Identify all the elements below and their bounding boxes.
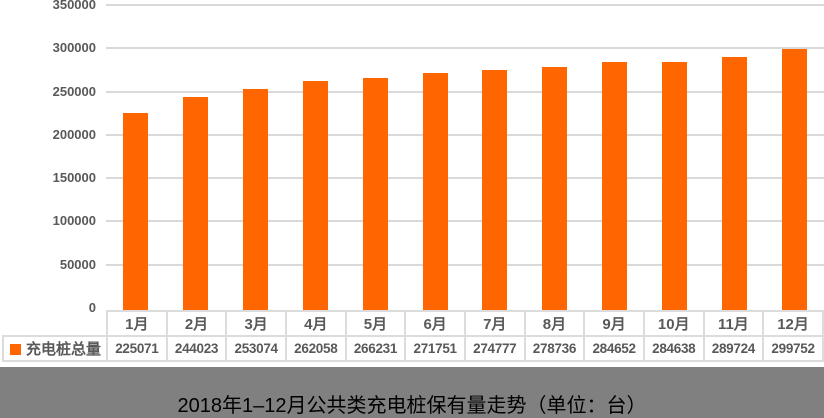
legend-label: 充电桩总量 [26,341,102,358]
gridline [106,90,824,93]
y-axis: 0 50000 100000 150000 200000 250000 300000 3500… [0,0,96,322]
title-band: 2018年1–12月公共类充电桩保有量走势（单位：台） [0,367,824,418]
month-cell: 9月 [583,310,645,337]
table-spacer-cell [3,311,107,336]
value-cell: 253074 [225,335,287,362]
month-cell: 4月 [284,310,347,337]
y-tick-label: 250000 [52,83,96,99]
bar-1月 [123,113,149,310]
legend-color-swatch [10,344,21,355]
gridline [106,133,824,136]
y-tick-label: 350000 [52,0,96,12]
bar-2月 [183,96,209,310]
month-cell: 8月 [523,310,586,337]
y-tick-label: 300000 [52,40,96,56]
y-tick-label: 50000 [59,256,96,272]
month-cell: 7月 [463,310,526,337]
month-cell: 5月 [344,310,407,337]
value-cell: 274777 [463,335,526,362]
value-cell: 244023 [165,335,228,362]
month-row: 1月 2月 3月 4月 5月 6月 7月 8月 9月 10月 11月 12月 [3,310,824,337]
gridline [106,177,824,180]
bar-11月 [721,57,747,310]
value-cell: 284638 [642,335,705,362]
chart-title: 2018年1–12月公共类充电桩保有量走势（单位：台） [177,395,647,417]
bar-10月 [661,61,687,310]
value-cell: 284652 [583,335,645,362]
data-table: 1月 2月 3月 4月 5月 6月 7月 8月 9月 10月 11月 12月 充电桩总量 225071… [2,310,824,362]
value-cell: 271751 [404,335,466,362]
value-cell: 225071 [106,335,168,362]
value-cell: 289724 [702,335,765,362]
y-tick-label: 100000 [52,213,96,229]
y-tick-label: 0 [88,300,96,315]
gridline [106,263,824,266]
month-cell: 6月 [404,310,466,337]
bar-7月 [482,70,508,310]
month-cell: 11月 [702,310,765,337]
legend-cell: 充电桩总量 [2,335,108,362]
bar-4月 [302,81,328,310]
gridline [106,4,824,6]
bar-12月 [781,48,807,310]
y-tick-label: 200000 [52,126,96,142]
plot-area [106,0,824,310]
value-cell: 278736 [523,335,586,362]
value-cell: 262058 [284,335,347,362]
bar-6月 [422,72,448,310]
value-cell: 266231 [344,335,407,362]
bar-5月 [362,77,388,310]
bar-9月 [602,61,628,310]
month-cell: 3月 [225,310,287,337]
month-cell: 1月 [106,310,168,337]
bar-3月 [243,88,269,310]
month-cell: 2月 [165,310,228,337]
value-cell: 299752 [762,335,824,362]
bar-8月 [542,66,568,310]
gridline [106,220,824,223]
value-row: 充电桩总量 225071 244023 253074 262058 266231 2717… [2,335,824,362]
gridline [106,47,824,50]
month-cell: 10月 [642,310,705,337]
y-tick-label: 150000 [52,170,96,186]
month-cell: 12月 [762,310,824,337]
